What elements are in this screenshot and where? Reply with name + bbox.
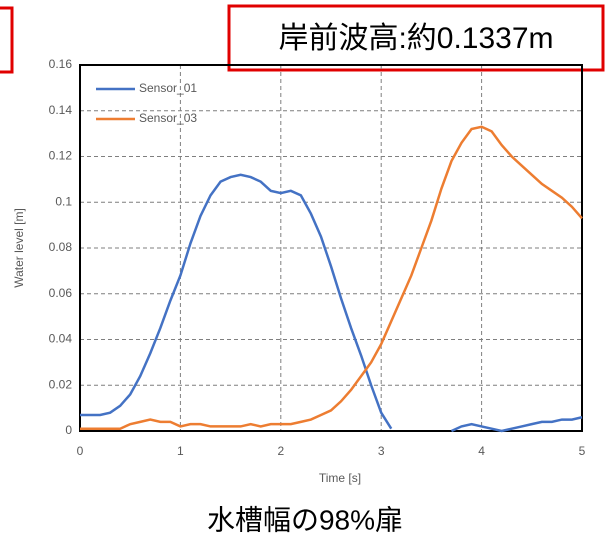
annotation: 岸前波高:約0.1337m (278, 22, 553, 55)
y-axis-label: Water level [m] (12, 208, 26, 288)
x-tick-label: 5 (579, 444, 586, 458)
y-tick-label: 0.16 (49, 57, 73, 71)
y-tick-label: 0 (65, 423, 72, 437)
legend-label: Sensor_03 (139, 111, 197, 125)
y-tick-label: 0.08 (49, 240, 73, 254)
y-tick-label: 0.06 (49, 286, 73, 300)
x-axis-label: Time [s] (319, 471, 361, 485)
caption: 水槽幅の98%扉 (207, 504, 403, 535)
data-line (80, 125, 583, 430)
annotation-box (227, 4, 605, 72)
y-tick-label: 0.1 (55, 194, 72, 208)
y-tick-label: 0.14 (49, 103, 73, 117)
x-tick-label: 1 (177, 444, 184, 458)
x-tick-label: 3 (378, 444, 385, 458)
legend-label: Sensor_01 (139, 81, 197, 95)
x-tick-label: 0 (77, 444, 84, 458)
x-tick-label: 2 (277, 444, 284, 458)
x-tick-label: 4 (478, 444, 485, 458)
cut-off-box (0, 6, 14, 74)
y-tick-label: 0.04 (49, 332, 73, 346)
y-tick-label: 0.02 (49, 377, 73, 391)
data-line (80, 173, 583, 433)
y-tick-label: 0.12 (49, 149, 73, 163)
plot-frame (79, 64, 583, 432)
